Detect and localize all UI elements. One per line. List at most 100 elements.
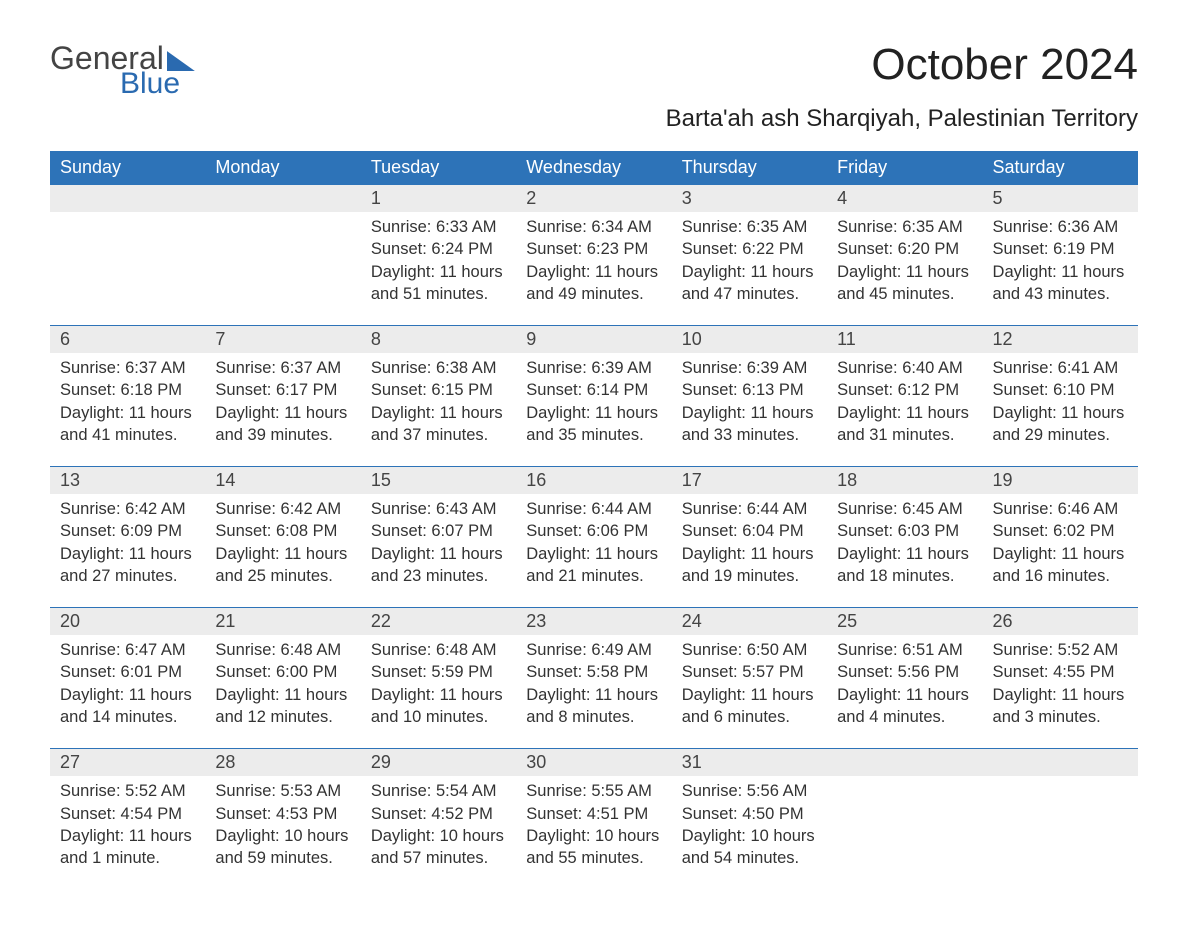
day-number-cell: 31 — [672, 749, 827, 777]
day-detail-line: Sunrise: 6:33 AM — [371, 216, 506, 238]
day-number-cell — [827, 749, 982, 777]
day-number-cell: 18 — [827, 467, 982, 495]
day-detail-line: and 45 minutes. — [837, 283, 972, 305]
day-detail-line: Daylight: 11 hours — [60, 684, 195, 706]
day-detail-line: Sunset: 6:17 PM — [215, 379, 350, 401]
day-detail-line: Sunset: 4:52 PM — [371, 803, 506, 825]
day-detail-line: and 43 minutes. — [993, 283, 1128, 305]
day-detail-line: and 3 minutes. — [993, 706, 1128, 728]
day-detail-line: Sunset: 6:10 PM — [993, 379, 1128, 401]
day-content-cell — [827, 776, 982, 889]
day-detail-line: Sunset: 6:00 PM — [215, 661, 350, 683]
day-content-cell: Sunrise: 6:35 AMSunset: 6:20 PMDaylight:… — [827, 212, 982, 326]
day-number-cell: 10 — [672, 326, 827, 354]
day-detail-line: Sunset: 6:15 PM — [371, 379, 506, 401]
day-detail-line: Sunset: 6:18 PM — [60, 379, 195, 401]
day-detail-line: Sunset: 6:04 PM — [682, 520, 817, 542]
day-detail-line: Sunrise: 6:46 AM — [993, 498, 1128, 520]
day-number-cell: 23 — [516, 608, 671, 636]
day-content-cell: Sunrise: 6:35 AMSunset: 6:22 PMDaylight:… — [672, 212, 827, 326]
day-detail-line: Daylight: 11 hours — [993, 684, 1128, 706]
day-detail-line: Sunset: 6:22 PM — [682, 238, 817, 260]
day-content-cell: Sunrise: 6:50 AMSunset: 5:57 PMDaylight:… — [672, 635, 827, 749]
day-content-cell: Sunrise: 6:48 AMSunset: 5:59 PMDaylight:… — [361, 635, 516, 749]
day-detail-line: Daylight: 11 hours — [526, 684, 661, 706]
day-number-cell: 6 — [50, 326, 205, 354]
day-detail-line: Sunset: 6:20 PM — [837, 238, 972, 260]
day-detail-line: and 8 minutes. — [526, 706, 661, 728]
day-content-cell: Sunrise: 6:51 AMSunset: 5:56 PMDaylight:… — [827, 635, 982, 749]
weekday-header: Monday — [205, 151, 360, 185]
day-content-cell: Sunrise: 5:52 AMSunset: 4:54 PMDaylight:… — [50, 776, 205, 889]
day-number-cell: 30 — [516, 749, 671, 777]
day-content-cell: Sunrise: 6:47 AMSunset: 6:01 PMDaylight:… — [50, 635, 205, 749]
day-detail-line: Sunrise: 6:35 AM — [682, 216, 817, 238]
day-number-cell: 21 — [205, 608, 360, 636]
day-detail-line: and 10 minutes. — [371, 706, 506, 728]
weekday-header: Saturday — [983, 151, 1138, 185]
day-detail-line: Sunrise: 6:49 AM — [526, 639, 661, 661]
day-detail-line: and 33 minutes. — [682, 424, 817, 446]
day-detail-line: Daylight: 11 hours — [837, 261, 972, 283]
day-detail-line: Daylight: 11 hours — [837, 684, 972, 706]
day-detail-line: Sunrise: 6:35 AM — [837, 216, 972, 238]
day-detail-line: and 29 minutes. — [993, 424, 1128, 446]
day-number-cell: 12 — [983, 326, 1138, 354]
day-number-cell: 8 — [361, 326, 516, 354]
weekday-header: Tuesday — [361, 151, 516, 185]
day-detail-line: and 12 minutes. — [215, 706, 350, 728]
day-detail-line: and 27 minutes. — [60, 565, 195, 587]
day-detail-line: and 21 minutes. — [526, 565, 661, 587]
day-detail-line: Daylight: 11 hours — [837, 543, 972, 565]
day-content-cell: Sunrise: 6:44 AMSunset: 6:06 PMDaylight:… — [516, 494, 671, 608]
day-detail-line: Daylight: 11 hours — [371, 684, 506, 706]
day-detail-line: Sunrise: 6:37 AM — [215, 357, 350, 379]
day-detail-line: Sunset: 6:06 PM — [526, 520, 661, 542]
day-detail-line: Sunset: 6:24 PM — [371, 238, 506, 260]
day-detail-line: and 35 minutes. — [526, 424, 661, 446]
day-detail-line: Daylight: 11 hours — [837, 402, 972, 424]
day-detail-line: Sunset: 4:54 PM — [60, 803, 195, 825]
day-detail-line: Sunset: 4:53 PM — [215, 803, 350, 825]
day-content-cell: Sunrise: 6:37 AMSunset: 6:17 PMDaylight:… — [205, 353, 360, 467]
day-detail-line: Daylight: 11 hours — [993, 402, 1128, 424]
day-number-row: 6789101112 — [50, 326, 1138, 354]
day-detail-line: and 47 minutes. — [682, 283, 817, 305]
weekday-header: Friday — [827, 151, 982, 185]
logo-flag-icon — [167, 51, 195, 71]
day-detail-line: Daylight: 11 hours — [526, 402, 661, 424]
location: Barta'ah ash Sharqiyah, Palestinian Terr… — [666, 105, 1138, 133]
day-detail-line: and 23 minutes. — [371, 565, 506, 587]
day-content-cell: Sunrise: 6:46 AMSunset: 6:02 PMDaylight:… — [983, 494, 1138, 608]
day-detail-line: and 37 minutes. — [371, 424, 506, 446]
day-content-cell: Sunrise: 6:34 AMSunset: 6:23 PMDaylight:… — [516, 212, 671, 326]
day-detail-line: Sunset: 5:57 PM — [682, 661, 817, 683]
day-detail-line: Sunrise: 6:39 AM — [526, 357, 661, 379]
calendar-table: SundayMondayTuesdayWednesdayThursdayFrid… — [50, 151, 1138, 889]
day-content-row: Sunrise: 6:33 AMSunset: 6:24 PMDaylight:… — [50, 212, 1138, 326]
day-detail-line: Daylight: 10 hours — [682, 825, 817, 847]
day-detail-line: Sunrise: 6:45 AM — [837, 498, 972, 520]
day-content-cell: Sunrise: 6:37 AMSunset: 6:18 PMDaylight:… — [50, 353, 205, 467]
day-detail-line: and 25 minutes. — [215, 565, 350, 587]
day-number-cell: 15 — [361, 467, 516, 495]
logo: General Blue — [50, 40, 195, 101]
day-detail-line: and 19 minutes. — [682, 565, 817, 587]
day-content-cell: Sunrise: 5:56 AMSunset: 4:50 PMDaylight:… — [672, 776, 827, 889]
day-detail-line: Daylight: 11 hours — [60, 402, 195, 424]
day-detail-line: Sunset: 5:56 PM — [837, 661, 972, 683]
day-detail-line: Sunset: 4:55 PM — [993, 661, 1128, 683]
day-detail-line: Sunset: 5:59 PM — [371, 661, 506, 683]
month-title: October 2024 — [666, 40, 1138, 90]
day-number-cell: 19 — [983, 467, 1138, 495]
day-detail-line: Sunset: 4:51 PM — [526, 803, 661, 825]
day-number-cell: 24 — [672, 608, 827, 636]
day-number-cell: 3 — [672, 185, 827, 213]
day-detail-line: and 31 minutes. — [837, 424, 972, 446]
weekday-header-row: SundayMondayTuesdayWednesdayThursdayFrid… — [50, 151, 1138, 185]
day-detail-line: Daylight: 11 hours — [371, 261, 506, 283]
day-detail-line: Sunrise: 6:48 AM — [215, 639, 350, 661]
day-number-cell: 14 — [205, 467, 360, 495]
day-detail-line: Daylight: 11 hours — [60, 825, 195, 847]
day-detail-line: and 54 minutes. — [682, 847, 817, 869]
